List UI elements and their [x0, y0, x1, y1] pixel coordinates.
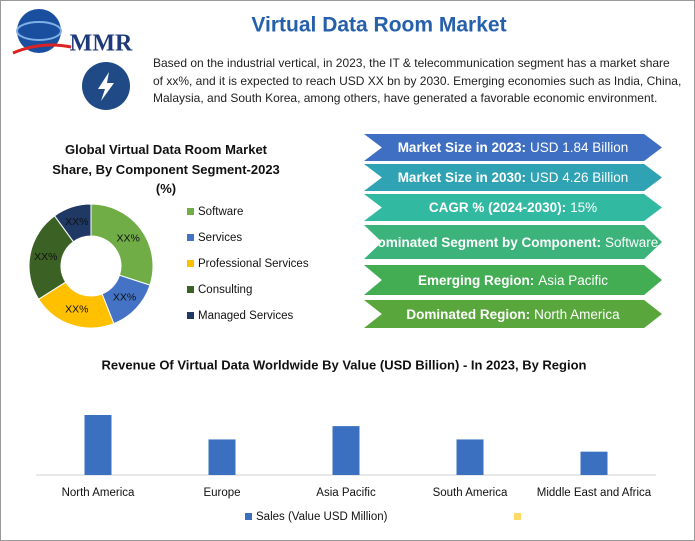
stat-arrow: Market Size in 2030: USD 4.26 Billion [364, 164, 662, 191]
logo-globe [17, 9, 61, 53]
stat-value: North America [534, 306, 620, 322]
donut-title: Global Virtual Data Room Market Share, B… [52, 142, 280, 196]
stat-arrow: Dominated Region: North America [364, 300, 662, 328]
donut-slice [53, 203, 92, 243]
stat-text: Dominated Segment by Component: Software [368, 234, 659, 251]
stat-label: Dominated Segment by Component: [367, 234, 601, 250]
legend-swatch [187, 286, 194, 293]
stat-arrow: Emerging Region: Asia Pacific [364, 265, 662, 295]
stat-value: Asia Pacific [538, 272, 609, 288]
stat-text: Market Size in 2023: USD 1.84 Billion [398, 139, 629, 156]
legend-label: Sales (Value USD Million) [256, 511, 388, 523]
x-tick-label: South America [433, 487, 508, 499]
legend-label: Software [198, 206, 243, 218]
stat-text: Emerging Region: Asia Pacific [418, 272, 608, 289]
stat-text: Market Size in 2030: USD 4.26 Billion [398, 169, 629, 186]
slice-label: XX% [117, 233, 140, 245]
x-tick-label: North America [62, 487, 135, 499]
stat-arrow: CAGR % (2024-2030): 15% [364, 194, 662, 221]
stat-value: 15% [570, 200, 598, 215]
legend-swatch [187, 208, 194, 215]
logo-swoosh [12, 43, 72, 55]
stat-text: CAGR % (2024-2030): 15% [429, 199, 597, 216]
legend-label: Managed Services [198, 310, 293, 322]
donut-slice [28, 215, 75, 300]
logo-text: MMR [70, 31, 133, 57]
bar [84, 415, 112, 475]
icon-bolt [98, 72, 114, 101]
legend-swatch [187, 234, 194, 241]
legend-label: Consulting [198, 284, 252, 296]
donut-slice [90, 203, 154, 286]
title: Virtual Data Room Market [251, 14, 506, 37]
stat-text: Dominated Region: North America [406, 306, 619, 323]
x-tick-label: Europe [203, 487, 240, 499]
bar [208, 439, 236, 475]
legend-swatch [187, 260, 194, 267]
bar [580, 451, 608, 475]
slice-label: XX% [65, 304, 88, 316]
stat-label: Market Size in 2023: [397, 140, 526, 155]
legend-label: Professional Services [198, 258, 309, 270]
legend-swatch-extra [514, 513, 521, 520]
legend-swatch [245, 513, 252, 520]
stat-label: Dominated Region: [406, 306, 531, 322]
stat-value: USD 4.26 Billion [530, 170, 629, 185]
slice-label: XX% [34, 251, 57, 263]
bar-title: Revenue Of Virtual Data Worldwide By Val… [102, 357, 587, 372]
legend-label: Services [198, 232, 242, 244]
x-tick-label: Asia Pacific [316, 487, 376, 499]
slice-label: XX% [113, 291, 136, 303]
stat-label: Market Size in 2030: [397, 170, 526, 185]
logo-ring [16, 21, 62, 41]
stat-label: CAGR % (2024-2030): [428, 200, 567, 215]
bar [332, 426, 360, 475]
stat-arrow: Market Size in 2023: USD 1.84 Billion [364, 134, 662, 161]
bar [456, 439, 484, 475]
stat-value: Software [604, 234, 659, 250]
stat-label: Emerging Region: [417, 272, 535, 288]
stat-value: USD 1.84 Billion [530, 140, 629, 155]
stat-arrow: Dominated Segment by Component: Software [364, 225, 662, 259]
description: Based on the industrial vertical, in 202… [153, 56, 682, 105]
x-tick-label: Middle East and Africa [537, 487, 652, 499]
slice-label: XX% [65, 216, 88, 228]
legend-swatch [187, 312, 194, 319]
